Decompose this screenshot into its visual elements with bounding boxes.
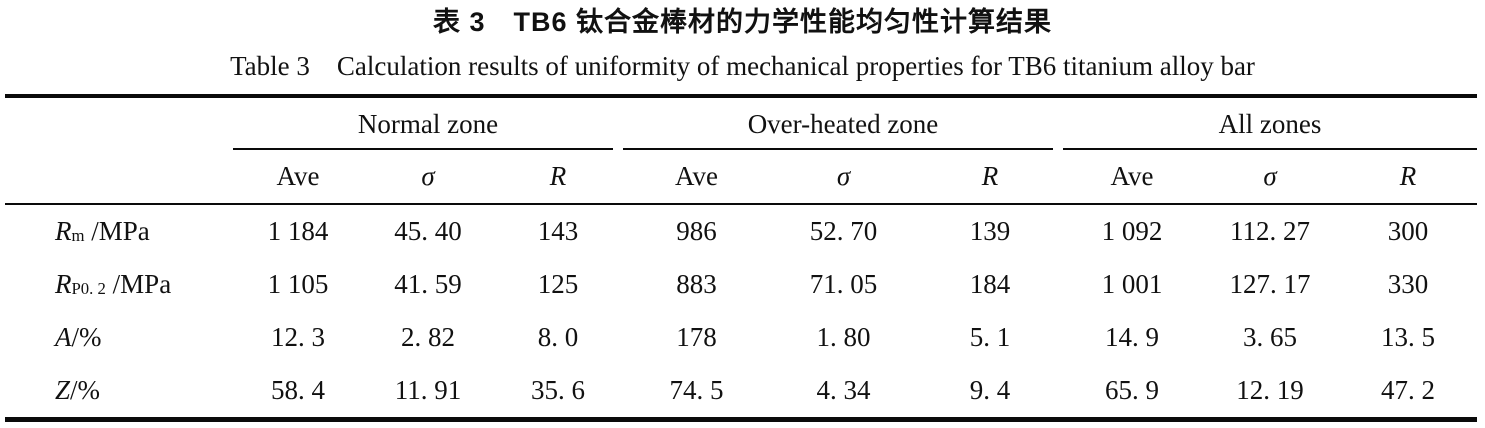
cell-value: 8. 0 <box>537 322 579 352</box>
cell-value: 5. 1 <box>969 322 1011 352</box>
table-title-english: Table 3 Calculation results of uniformit… <box>230 51 1255 81</box>
table-title-chinese: 表 3 TB6 钛合金棒材的力学性能均匀性计算结果 <box>432 7 1053 37</box>
cell-value: 143 <box>537 216 579 246</box>
group-header-all-zones: All zones <box>1063 98 1477 150</box>
cell-value: 12. 3 <box>271 322 325 352</box>
cell-value: 47. 2 <box>1381 375 1435 405</box>
subheader-normal-sigma: σ <box>421 161 435 191</box>
subheader-overheated-r: R <box>981 161 999 191</box>
subheader-overheated-ave: Ave <box>675 161 718 191</box>
cell-value: 986 <box>676 216 717 246</box>
cell-value: 12. 19 <box>1236 375 1304 405</box>
row-label-symbol: R <box>55 216 72 246</box>
cell-value: 178 <box>676 322 717 352</box>
row-label-a: A/% <box>5 311 233 364</box>
subheader-overheated-sigma: σ <box>836 161 851 191</box>
cell-value: 184 <box>969 269 1011 299</box>
cell-value: 58. 4 <box>271 375 325 405</box>
group-header-row: Normal zone Over-heated zone All zones <box>5 98 1477 150</box>
cell-value: 127. 17 <box>1229 269 1311 299</box>
cell-value: 1 092 <box>1101 216 1163 246</box>
cell-value: 52. 70 <box>809 216 878 246</box>
subheader-all-ave: Ave <box>1110 161 1154 191</box>
row-label-subscript: P0. 2 <box>71 278 106 298</box>
subheader-all-r: R <box>1399 161 1417 191</box>
cell-value: 1 105 <box>267 269 329 299</box>
row-label-symbol: A <box>55 322 72 352</box>
cell-value: 125 <box>537 269 579 299</box>
subheader-normal-r: R <box>549 161 567 191</box>
cell-value: 1. 80 <box>816 322 871 352</box>
cell-value: 139 <box>969 216 1011 246</box>
cell-value: 4. 34 <box>816 375 871 405</box>
row-label-unit: /MPa <box>105 269 172 299</box>
group-header-overheated-zone: Over-heated zone <box>623 98 1063 150</box>
cell-value: 71. 05 <box>809 269 878 299</box>
group-header-normal-zone: Normal zone <box>233 98 623 150</box>
cell-value: 14. 9 <box>1105 322 1159 352</box>
row-label-unit: /% <box>70 375 101 405</box>
subheader-all-sigma: σ <box>1263 161 1277 191</box>
cell-value: 330 <box>1387 269 1429 299</box>
cell-value: 13. 5 <box>1381 322 1435 352</box>
cell-value: 74. 5 <box>669 375 724 405</box>
subheader-normal-ave: Ave <box>276 161 320 191</box>
cell-value: 300 <box>1387 216 1429 246</box>
table-row-z: Z/% 58. 4 11. 91 35. 6 74. 5 4. 34 9. 4 … <box>5 364 1477 417</box>
row-label-rp02: R P0. 2 /MPa <box>5 258 233 311</box>
row-label-symbol: R <box>55 269 72 299</box>
corner-cell-empty <box>5 98 233 150</box>
subheader-row: Ave σ R Ave σ R Ave σ R <box>5 150 1477 205</box>
cell-value: 1 001 <box>1101 269 1163 299</box>
cell-value: 11. 91 <box>394 375 462 405</box>
cell-value: 41. 59 <box>394 269 462 299</box>
subheader-empty <box>5 150 233 203</box>
cell-value: 112. 27 <box>1230 216 1310 246</box>
mechanical-properties-table: Normal zone Over-heated zone All zones A… <box>5 94 1477 422</box>
cell-value: 883 <box>676 269 717 299</box>
table-row-rp02: R P0. 2 /MPa 1 105 41. 59 125 883 71. 05 … <box>5 258 1477 311</box>
cell-value: 65. 9 <box>1105 375 1159 405</box>
row-label-subscript: m <box>71 225 85 245</box>
row-label-z: Z/% <box>5 364 233 417</box>
cell-value: 45. 40 <box>394 216 462 246</box>
cell-value: 3. 65 <box>1243 322 1297 352</box>
row-label-unit: /% <box>71 322 102 352</box>
cell-value: 35. 6 <box>531 375 585 405</box>
table-row-a: A/% 12. 3 2. 82 8. 0 178 1. 80 5. 1 14. … <box>5 311 1477 364</box>
row-label-symbol: Z <box>55 375 71 405</box>
cell-value: 9. 4 <box>969 375 1011 405</box>
row-label-unit: /MPa <box>84 216 150 246</box>
cell-value: 2. 82 <box>401 322 455 352</box>
cell-value: 1 184 <box>267 216 329 246</box>
